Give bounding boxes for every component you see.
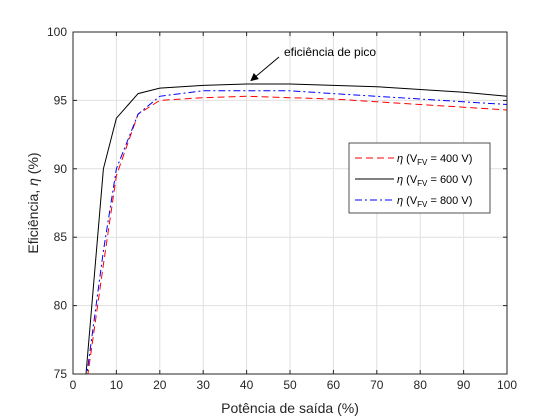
legend-pre-400v: (V — [403, 153, 418, 165]
x-tick-labels: 0 10 20 30 40 50 60 70 80 90 100 — [70, 378, 518, 392]
y-tick-label: 80 — [54, 299, 68, 313]
legend-entry-800v: η (VFV = 800 V) — [355, 195, 472, 209]
y-tick-label: 75 — [54, 367, 68, 381]
annotation-arrow — [250, 56, 280, 82]
legend-label-600v: η (VFV = 600 V) — [397, 174, 472, 188]
x-tick-label: 60 — [327, 378, 341, 392]
y-axis-title-unit: (%) — [25, 152, 41, 178]
series-line-0 — [87, 95, 507, 374]
legend-entry-400v: η (VFV = 400 V) — [355, 153, 472, 167]
legend-eta-800v: η — [397, 195, 403, 207]
y-axis-title-text: Eficiência, — [25, 186, 41, 254]
y-tick-labels: 75 80 85 90 95 100 — [47, 25, 67, 381]
x-tick-label: 90 — [457, 378, 471, 392]
series-line-1 — [85, 83, 507, 374]
x-tick-label: 50 — [283, 378, 297, 392]
legend-post-400v: = 400 V) — [427, 153, 472, 165]
y-tick-label: 95 — [54, 93, 68, 107]
y-tick-label: 90 — [54, 162, 68, 176]
x-tick-label: 40 — [240, 378, 254, 392]
y-axis-title-eta: η — [25, 178, 41, 186]
legend-post-600v: = 600 V) — [427, 174, 472, 186]
x-axis-title: Potência de saída (%) — [221, 400, 359, 416]
legend-sub-800v: FV — [417, 200, 428, 209]
legend: η (VFV = 400 V) η (VFV = 600 V) η (VFV =… — [348, 142, 491, 214]
legend-sub-400v: FV — [417, 158, 428, 167]
legend-box — [348, 142, 491, 214]
legend-pre-600v: (V — [403, 174, 418, 186]
legend-post-800v: = 800 V) — [427, 195, 472, 207]
y-tick-label: 85 — [54, 230, 68, 244]
series-line-2 — [86, 90, 507, 374]
legend-entry-600v: η (VFV = 600 V) — [355, 174, 472, 188]
legend-label-800v: η (VFV = 800 V) — [397, 195, 472, 209]
x-tick-label: 30 — [197, 378, 211, 392]
y-axis-title: Eficiência, η (%) — [25, 152, 41, 253]
legend-sub-600v: FV — [417, 179, 428, 188]
x-tick-label: 0 — [70, 378, 77, 392]
legend-label-400v: η (VFV = 400 V) — [397, 153, 472, 167]
x-tick-label: 20 — [153, 378, 167, 392]
x-tick-label: 100 — [497, 378, 517, 392]
annotation-text: eficiência de pico — [284, 45, 376, 59]
x-tick-label: 10 — [110, 378, 124, 392]
axis-ticks — [72, 31, 508, 375]
peak-annotation: eficiência de pico — [250, 45, 376, 82]
series-layer — [85, 83, 507, 374]
y-tick-label: 100 — [47, 25, 67, 39]
legend-eta-600v: η — [397, 174, 403, 186]
x-tick-label: 70 — [370, 378, 384, 392]
legend-eta-400v: η — [397, 153, 403, 165]
legend-pre-800v: (V — [403, 195, 418, 207]
x-tick-label: 80 — [414, 378, 428, 392]
